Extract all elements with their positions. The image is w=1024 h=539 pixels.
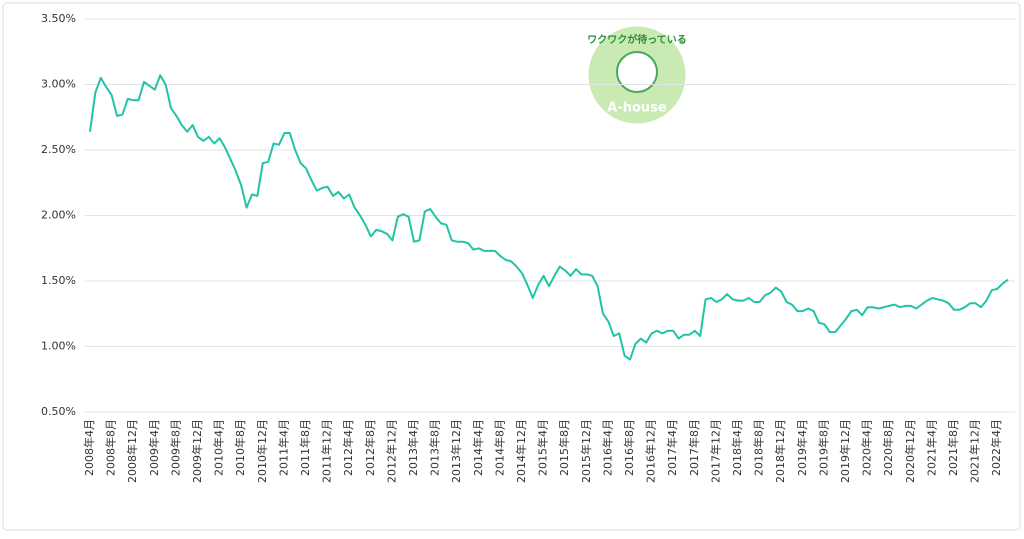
- x-tick-label: 2013年8月: [428, 419, 442, 476]
- x-tick-label: 2018年8月: [752, 419, 766, 476]
- x-tick-label: 2016年12月: [644, 419, 658, 483]
- x-tick-label: 2013年12月: [449, 419, 463, 483]
- x-tick-label: 2017年4月: [665, 419, 679, 476]
- frame: [2, 2, 1021, 531]
- x-tick-label: 2011年4月: [276, 419, 290, 476]
- x-tick-label: 2020年8月: [881, 419, 895, 476]
- y-tick-label: 1.00%: [41, 340, 76, 353]
- x-tick-label: 2021年12月: [968, 419, 982, 483]
- x-tick-label: 2016年8月: [622, 419, 636, 476]
- x-tick-label: 2013年4月: [406, 419, 420, 476]
- x-tick-label: 2012年12月: [384, 419, 398, 483]
- y-tick-label: 3.50%: [41, 12, 76, 25]
- y-tick-label: 0.50%: [41, 405, 76, 418]
- x-tick-label: 2012年4月: [341, 419, 355, 476]
- x-tick-label: 2008年12月: [125, 419, 139, 483]
- x-tick-label: 2018年4月: [730, 419, 744, 476]
- x-tick-label: 2010年12月: [255, 419, 269, 483]
- y-tick-label: 2.00%: [41, 209, 76, 222]
- logo-tagline: ワクワクが待っている: [587, 33, 687, 46]
- x-tick-label: 2018年12月: [773, 419, 787, 483]
- x-tick-label: 2011年8月: [298, 419, 312, 476]
- x-tick-label: 2014年4月: [471, 419, 485, 476]
- x-tick-label: 2008年4月: [82, 419, 96, 476]
- x-tick-label: 2016年4月: [600, 419, 614, 476]
- x-tick-label: 2019年8月: [816, 419, 830, 476]
- x-tick-label: 2020年12月: [903, 419, 917, 483]
- x-tick-label: 2020年4月: [860, 419, 874, 476]
- x-tick-label: 2009年8月: [168, 419, 182, 476]
- x-tick-label: 2014年12月: [514, 419, 528, 483]
- y-tick-label: 3.00%: [41, 78, 76, 91]
- logo-name: A-house: [607, 101, 667, 116]
- y-tick-label: 2.50%: [41, 143, 76, 156]
- x-tick-label: 2014年8月: [492, 419, 506, 476]
- x-tick-label: 2010年4月: [212, 419, 226, 476]
- x-tick-label: 2009年4月: [147, 419, 161, 476]
- line: [89, 74, 1009, 361]
- x-tick-label: 2015年12月: [579, 419, 593, 483]
- x-tick-label: 2019年12月: [838, 419, 852, 483]
- x-tick-label: 2015年8月: [557, 419, 571, 476]
- x-tick-label: 2009年12月: [190, 419, 204, 483]
- x-tick-label: 2015年4月: [536, 419, 550, 476]
- x-tick-label: 2011年12月: [320, 419, 334, 483]
- x-tick-label: 2012年8月: [363, 419, 377, 476]
- x-tick-label: 2021年8月: [946, 419, 960, 476]
- x-tick-label: 2008年8月: [104, 419, 118, 476]
- logo: ワクワクが待っている A-house: [585, 23, 689, 127]
- x-tick-label: 2010年8月: [233, 419, 247, 476]
- x-tick-label: 2017年12月: [708, 419, 722, 483]
- x-tick-label: 2021年4月: [924, 419, 938, 476]
- x-tick-label: 2019年4月: [795, 419, 809, 476]
- x-tick-label: 2017年8月: [687, 419, 701, 476]
- logo-cat: [616, 51, 658, 93]
- x-tick-label: 2022年4月: [989, 419, 1003, 476]
- y-tick-label: 1.50%: [41, 274, 76, 287]
